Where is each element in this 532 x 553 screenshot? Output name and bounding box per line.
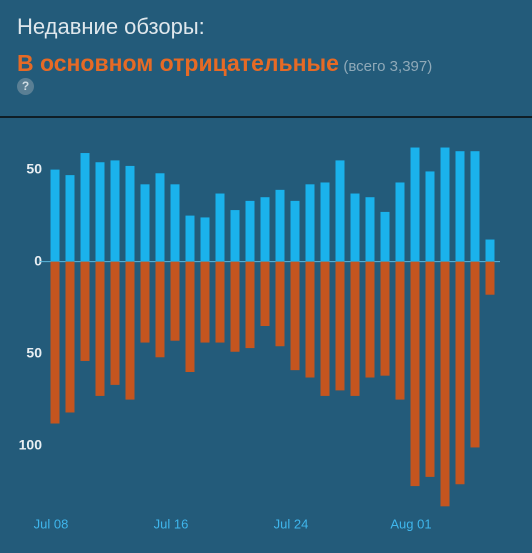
bar — [230, 261, 240, 352]
bar — [305, 184, 315, 262]
bar — [335, 261, 345, 391]
bar — [320, 182, 330, 262]
bar — [485, 239, 495, 262]
bar — [440, 261, 450, 507]
bar — [440, 147, 450, 262]
bar — [155, 173, 165, 262]
bar — [485, 261, 495, 295]
x-tick-label: Jul 24 — [274, 516, 309, 531]
bar — [365, 197, 375, 262]
bar — [245, 200, 255, 262]
bar — [410, 261, 420, 487]
bar — [395, 261, 405, 400]
bar — [65, 261, 75, 413]
bar — [125, 165, 135, 262]
bar — [95, 162, 105, 262]
review-total: (всего 3,397) — [343, 58, 433, 75]
bar — [95, 261, 105, 396]
bar — [365, 261, 375, 378]
bar — [50, 261, 60, 424]
bar — [470, 151, 480, 262]
bar — [110, 261, 120, 385]
bar — [275, 261, 285, 347]
x-tick-label: Jul 08 — [34, 516, 69, 531]
bar — [260, 197, 270, 262]
bar — [230, 210, 240, 262]
bar — [200, 217, 210, 262]
bar — [185, 261, 195, 372]
bar — [350, 193, 360, 262]
x-tick-label: Aug 01 — [390, 516, 431, 531]
bar — [290, 261, 300, 371]
bar — [425, 261, 435, 477]
bar — [140, 184, 150, 262]
bar — [455, 151, 465, 262]
bar — [320, 261, 330, 396]
bar — [305, 261, 315, 378]
bar — [410, 147, 420, 262]
bar — [380, 211, 390, 262]
bar — [215, 261, 225, 343]
bar — [245, 261, 255, 349]
bar — [50, 169, 60, 262]
bar — [260, 261, 270, 326]
bar — [470, 261, 480, 448]
bar — [200, 261, 210, 343]
review-summary-row: В основном отрицательные (всего 3,397) — [17, 50, 432, 77]
y-tick-label: 100 — [19, 436, 43, 452]
bar — [275, 189, 285, 262]
bar — [110, 160, 120, 262]
bar — [170, 261, 180, 341]
y-tick-label: 50 — [26, 344, 42, 360]
y-tick-label: 50 — [26, 160, 42, 176]
bar — [65, 175, 75, 262]
help-icon[interactable]: ? — [17, 78, 34, 95]
bar — [170, 184, 180, 262]
bar — [125, 261, 135, 400]
bar — [155, 261, 165, 358]
bar — [215, 193, 225, 262]
bar — [185, 215, 195, 262]
bar — [455, 261, 465, 485]
separator — [0, 116, 532, 118]
bar — [140, 261, 150, 343]
bar — [395, 182, 405, 262]
bar — [425, 171, 435, 262]
bar — [380, 261, 390, 376]
bar — [335, 160, 345, 262]
review-summary[interactable]: В основном отрицательные — [17, 50, 339, 76]
bar — [80, 153, 90, 262]
reviews-label: Недавние обзоры: — [17, 14, 205, 39]
bar — [290, 200, 300, 262]
x-tick-label: Jul 16 — [154, 516, 189, 531]
y-tick-label: 0 — [34, 252, 42, 268]
bar — [350, 261, 360, 396]
bar — [80, 261, 90, 361]
